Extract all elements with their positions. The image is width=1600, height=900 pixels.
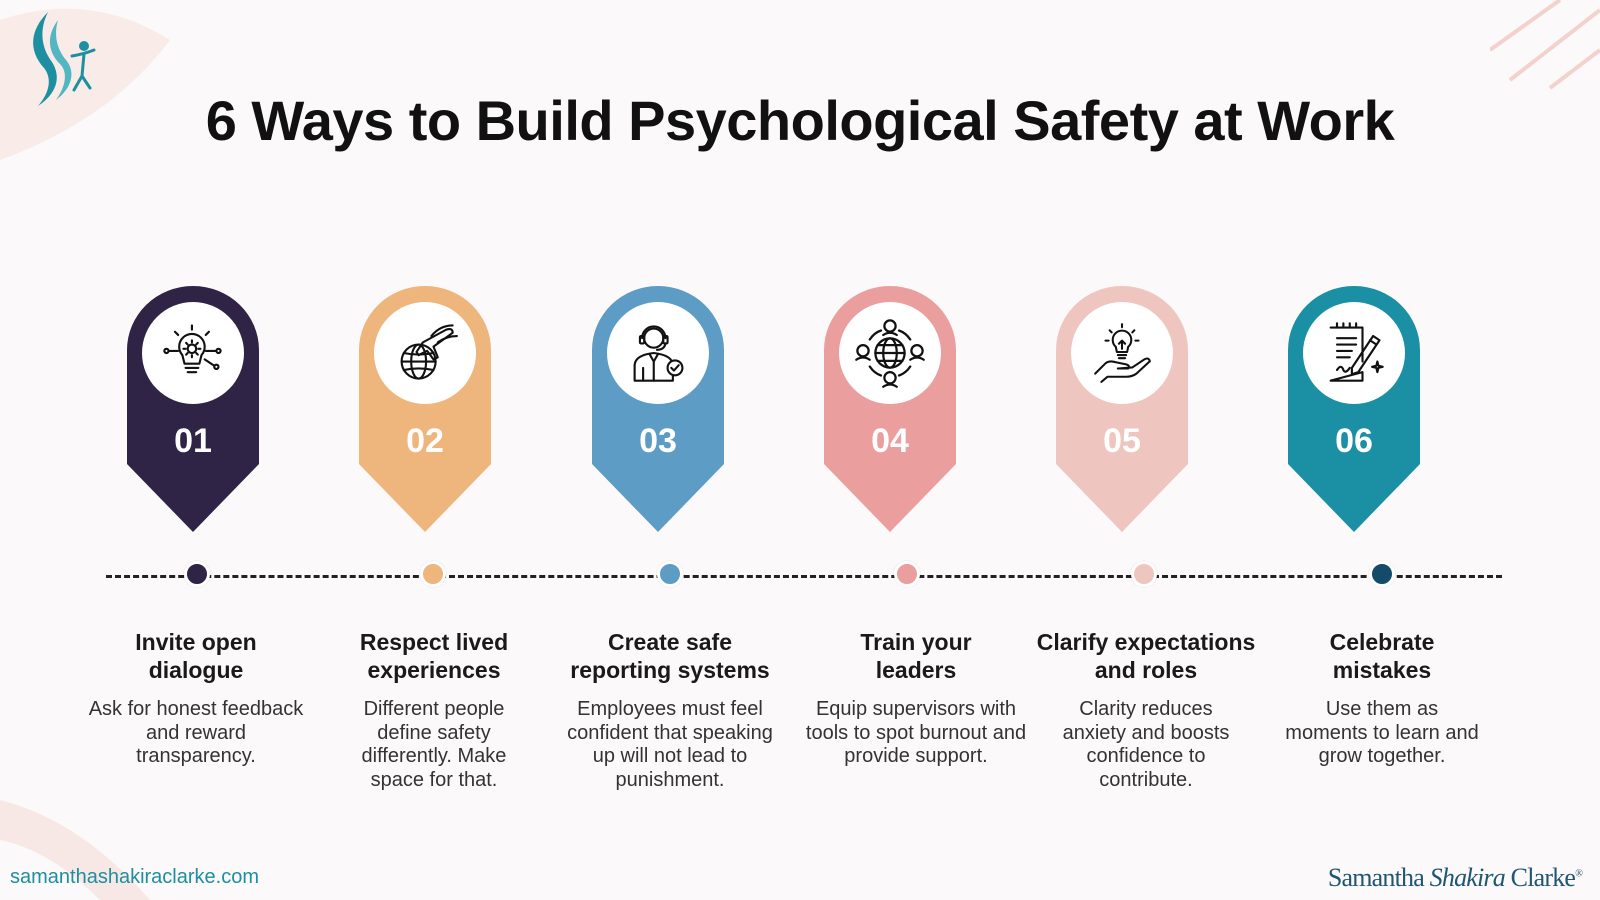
- step-text-1: Invite open dialogue Ask for honest feed…: [76, 628, 316, 769]
- step-text-6: Celebrate mistakes Use them as moments t…: [1262, 628, 1502, 769]
- step-number: 05: [1103, 422, 1141, 460]
- document-pen-icon: [1329, 322, 1384, 382]
- step-pin-1: 01: [127, 286, 259, 536]
- icon-circle: [374, 302, 476, 404]
- step-number: 02: [406, 422, 444, 460]
- globe-plane-icon: [400, 324, 458, 380]
- step-title: Clarify expectations and roles: [1036, 629, 1256, 683]
- timeline-dot-5: [1131, 561, 1157, 587]
- step-description: Equip supervisors with tools to spot bur…: [805, 698, 1027, 767]
- step-title: Train your leaders: [860, 629, 972, 683]
- footer-website-link[interactable]: samanthashakiraclarke.com: [10, 866, 259, 888]
- timeline-dot-3: [657, 561, 683, 587]
- brand-middle-name: Shakira: [1429, 863, 1506, 892]
- icon-circle: [1303, 302, 1405, 404]
- hand-lightbulb-icon: [1094, 323, 1151, 383]
- icon-circle: [142, 302, 244, 404]
- step-title: Respect lived experiences: [359, 629, 509, 683]
- step-pin-2: 02: [359, 286, 491, 536]
- step-number: 04: [871, 422, 909, 460]
- global-network-icon: [855, 319, 925, 388]
- step-text-4: Train your leaders Equip supervisors wit…: [796, 628, 1036, 769]
- step-pin-6: 06: [1288, 286, 1420, 536]
- step-description: Ask for honest feedback and reward trans…: [88, 698, 304, 767]
- icon-circle: [607, 302, 709, 404]
- timeline-dot-1: [184, 561, 210, 587]
- step-title: Celebrate mistakes: [1329, 629, 1435, 683]
- page-title: 6 Ways to Build Psychological Safety at …: [205, 89, 1395, 152]
- brand-first-name: Samantha: [1327, 863, 1425, 892]
- step-number: 01: [174, 422, 212, 460]
- icon-circle: [1071, 302, 1173, 404]
- step-pin-4: 04: [824, 286, 956, 536]
- icon-circle: [839, 302, 941, 404]
- step-title: Invite open dialogue: [135, 629, 257, 683]
- timeline-dashed-line: [106, 575, 1502, 578]
- step-description: Employees must feel confident that speak…: [567, 698, 773, 791]
- timeline-dot-4: [894, 561, 920, 587]
- step-text-5: Clarify expectations and roles Clarity r…: [1018, 628, 1274, 792]
- step-number: 06: [1335, 422, 1373, 460]
- support-agent-icon: [633, 325, 684, 382]
- step-description: Different people define safety different…: [361, 698, 507, 791]
- step-description: Clarity reduces anxiety and boosts confi…: [1062, 698, 1230, 791]
- step-description: Use them as moments to learn and grow to…: [1285, 698, 1479, 767]
- brand-registered-mark: ®: [1575, 868, 1583, 880]
- step-text-2: Respect lived experiences Different peop…: [314, 628, 554, 792]
- timeline-dot-2: [420, 561, 446, 587]
- footer-brand-logo: Samantha Shakira Clarke®: [1327, 863, 1583, 893]
- lightbulb-gear-icon: [163, 324, 222, 374]
- step-title: Create safe reporting systems: [570, 629, 770, 683]
- step-text-3: Create safe reporting systems Employees …: [550, 628, 790, 792]
- brand-last-name: Clarke: [1510, 863, 1576, 892]
- step-pin-3: 03: [592, 286, 724, 536]
- step-pin-5: 05: [1056, 286, 1188, 536]
- timeline-dot-6: [1369, 561, 1395, 587]
- decorative-stroke-top-right: [1490, 0, 1600, 90]
- step-number: 03: [639, 422, 677, 460]
